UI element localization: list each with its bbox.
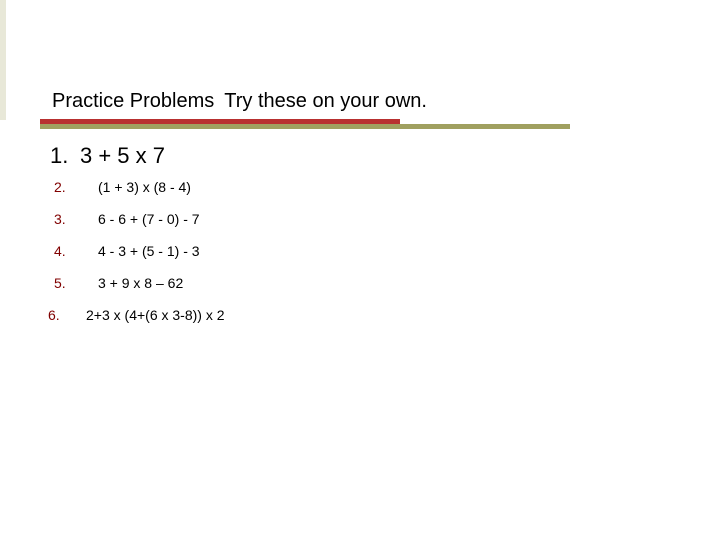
title-row: Practice Problems Try these on your own. bbox=[40, 90, 680, 113]
problem-expression: 4 - 3 + (5 - 1) - 3 bbox=[98, 243, 200, 259]
problem-number: 4. bbox=[54, 243, 98, 259]
problem-number: 2. bbox=[54, 179, 98, 195]
problem-expression: (1 + 3) x (8 - 4) bbox=[98, 179, 191, 195]
problem-number: 6. bbox=[48, 307, 86, 323]
problem-row: 4. 4 - 3 + (5 - 1) - 3 bbox=[40, 243, 680, 259]
problem-expression: 6 - 6 + (7 - 0) - 7 bbox=[98, 211, 200, 227]
title-underline bbox=[40, 119, 680, 129]
title-main: Practice Problems bbox=[52, 90, 214, 113]
problem-number: 3. bbox=[54, 211, 98, 227]
problem-row: 3. 6 - 6 + (7 - 0) - 7 bbox=[40, 211, 680, 227]
problem-row: 5. 3 + 9 x 8 – 62 bbox=[40, 275, 680, 291]
problem-expression: 3 + 9 x 8 – 62 bbox=[98, 275, 183, 291]
problem-number: 5. bbox=[54, 275, 98, 291]
problem-row: 6. 2+3 x (4+(6 x 3-8)) x 2 bbox=[40, 307, 680, 323]
problem-number: 1. bbox=[50, 143, 80, 169]
problem-row: 1. 3 + 5 x 7 bbox=[40, 143, 680, 169]
title-sub: Try these on your own. bbox=[224, 90, 427, 113]
underline-olive bbox=[40, 124, 570, 129]
problem-expression: 3 + 5 x 7 bbox=[80, 143, 165, 169]
left-border-accent bbox=[0, 0, 6, 120]
problem-row: 2. (1 + 3) x (8 - 4) bbox=[40, 179, 680, 195]
problem-expression: 2+3 x (4+(6 x 3-8)) x 2 bbox=[86, 307, 225, 323]
slide-container: Practice Problems Try these on your own.… bbox=[0, 0, 720, 323]
